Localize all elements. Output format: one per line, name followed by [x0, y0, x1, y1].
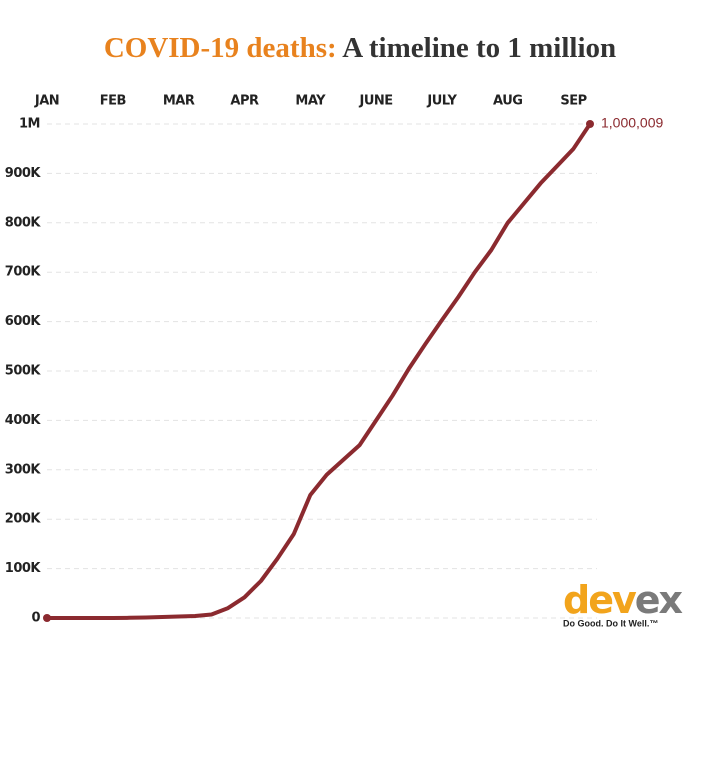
x-tick-label: AUG: [493, 94, 522, 109]
y-tick-label: 200K: [5, 512, 42, 527]
x-tick-label: JUNE: [359, 94, 393, 109]
y-tick-label: 1M: [19, 117, 40, 132]
x-tick-label: JULY: [426, 94, 457, 109]
x-tick-label: FEB: [100, 94, 126, 109]
value-label: 1,000,009: [601, 115, 663, 131]
y-tick-label: 500K: [5, 364, 42, 379]
x-tick-label: JAN: [34, 94, 59, 109]
logo-text: devex: [563, 578, 683, 622]
y-tick-label: 900K: [5, 166, 42, 181]
x-tick-label: APR: [230, 94, 259, 109]
chart-title: COVID-19 deaths: A timeline to 1 million: [104, 32, 616, 64]
y-tick-label: 100K: [5, 561, 42, 576]
end-dot: [586, 119, 594, 128]
logo-dev: dev: [563, 578, 637, 622]
x-tick-label: MAR: [163, 94, 195, 109]
line: [45, 122, 592, 620]
logo: devex Do Good. Do It Well.™: [563, 578, 685, 629]
y-tick-label: 0: [31, 611, 40, 626]
title-rest: A timeline to 1 million: [342, 32, 616, 64]
x-tick-label: SEP: [560, 94, 586, 109]
logo-ex: ex: [635, 578, 683, 622]
y-tick-label: 800K: [5, 215, 42, 230]
end-dot: [43, 614, 51, 622]
y-tick-label: 700K: [5, 265, 42, 280]
title-highlight: COVID-19 deaths:: [104, 32, 337, 64]
x-tick-label: MAY: [295, 94, 326, 109]
y-tick-label: 600K: [5, 314, 42, 329]
y-tick-label: 400K: [5, 413, 42, 428]
y-tick-label: 300K: [5, 462, 42, 477]
logo-tagline: Do Good. Do It Well.™: [563, 618, 658, 628]
